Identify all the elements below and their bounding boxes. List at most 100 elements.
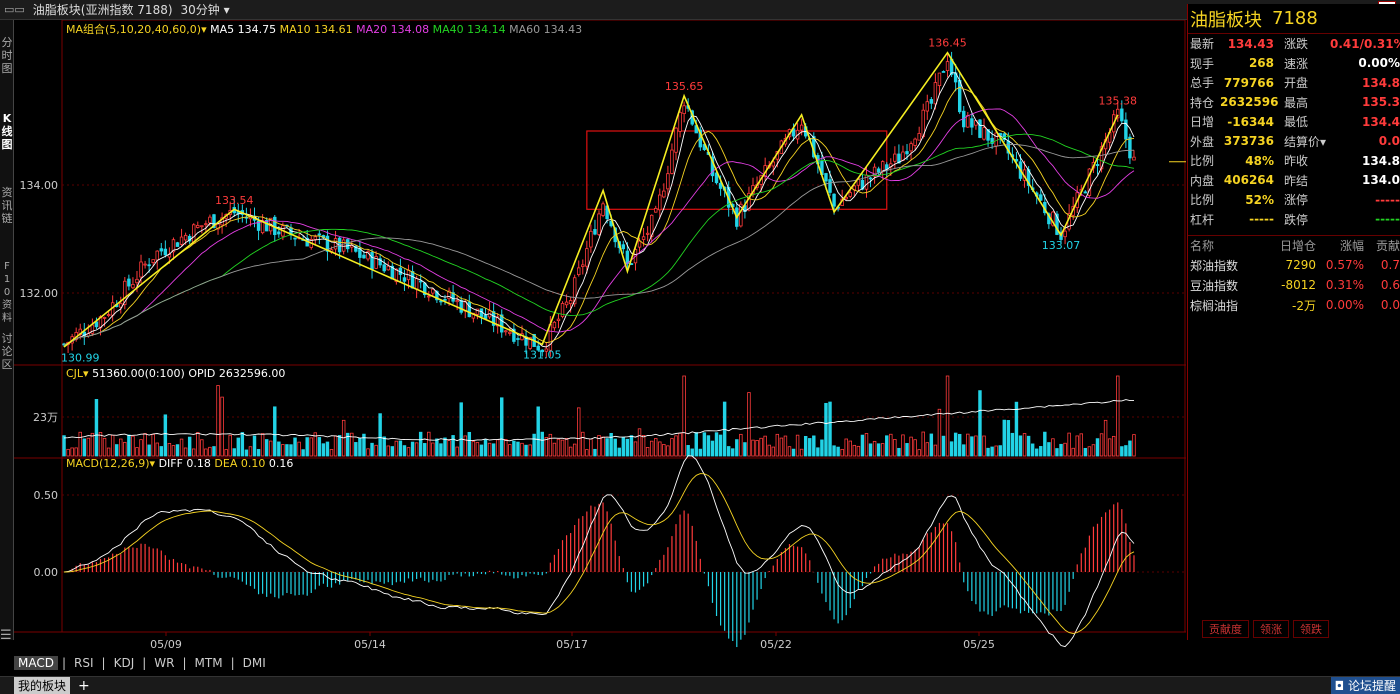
tab-dmi[interactable]: DMI [242, 656, 266, 670]
period-selector[interactable]: 30分钟 ▾ [180, 3, 230, 17]
volume-bar [402, 445, 407, 457]
candle-body [925, 101, 929, 112]
volume-bar [880, 443, 885, 457]
candle-body [256, 220, 261, 231]
quote-label[interactable]: 结算价▾ [1284, 134, 1327, 149]
volume-bar [418, 431, 423, 457]
volume-bar [552, 442, 557, 457]
tab-rsi[interactable]: RSI [74, 656, 94, 670]
volume-bar [872, 440, 877, 457]
volume-bar [605, 438, 609, 457]
index-row[interactable]: 郑油指数 7290 0.57% 0.7 [1188, 255, 1400, 275]
candle-body [848, 192, 852, 197]
window-icon[interactable]: ▭▭ [4, 3, 25, 16]
volume-bar [998, 445, 1002, 457]
volume-bar [524, 444, 528, 457]
dea-value: DEA 0.10 [214, 457, 268, 470]
volume-bar [98, 432, 103, 457]
candle-body [556, 318, 561, 322]
volume-bar [70, 447, 74, 457]
quote-label: 比例 [1190, 193, 1215, 208]
add-tab-button[interactable]: + [78, 677, 90, 694]
volume-bar [208, 446, 212, 457]
forum-reminder-button[interactable]: ◘ 论坛提醒 [1330, 677, 1400, 694]
my-sector-tab[interactable]: 我的板块 [14, 677, 71, 694]
candle-body [933, 82, 938, 105]
volume-bar [333, 435, 338, 457]
quote-row: 最新 134.43 涨跌 0.41/0.31% [1188, 34, 1400, 54]
quote-label: 涨跌 [1284, 37, 1309, 52]
candle-body [654, 207, 658, 213]
tab-mtm[interactable]: MTM [194, 656, 223, 670]
volume-bar [799, 448, 804, 457]
volume-bar [893, 439, 897, 457]
tab-forum[interactable]: 讨论区 [1, 332, 13, 371]
candle-body [378, 258, 382, 266]
candle-body [982, 127, 986, 140]
menu-icon[interactable]: ☰ [0, 628, 12, 643]
quote-row: 外盘 373736 结算价▾ 0.0 [1188, 132, 1400, 152]
volume-bar [471, 441, 476, 457]
volume-bar [803, 435, 808, 457]
candle-body [427, 295, 431, 298]
volume-bar [232, 448, 236, 457]
quote-value: 268 [1248, 56, 1274, 71]
tab-news[interactable]: 资讯链 [1, 186, 13, 225]
volume-bar [500, 397, 504, 457]
tab-timeshare[interactable]: 分时图 [1, 36, 13, 75]
volume-bar [889, 433, 893, 457]
volume-bar [260, 433, 265, 457]
quote-label: 最低 [1284, 115, 1309, 130]
quote-table: 最新 134.43 涨跌 0.41/0.31% 现手 268 速涨 0.00% 总手 779766… [1188, 34, 1400, 229]
volume-bar [941, 435, 946, 457]
volume-bar [293, 437, 297, 457]
candle-body [957, 79, 962, 113]
volume-bar [649, 440, 654, 457]
candle-body [313, 236, 318, 240]
volume-bar [678, 432, 682, 457]
candle-body [970, 118, 974, 128]
tab-contribution[interactable]: 贡献度 [1202, 620, 1249, 638]
quote-value: 373736 [1223, 134, 1274, 149]
index-name: 豆油指数 [1190, 278, 1239, 293]
tab-wr[interactable]: WR [154, 656, 175, 670]
volume-bar [151, 434, 155, 457]
tab-leading-down[interactable]: 领跌 [1293, 620, 1329, 638]
volume-bar [463, 435, 467, 457]
index-row[interactable]: 棕榈油指 -2万 0.00% 0.0 [1188, 295, 1400, 315]
candle-body [986, 129, 990, 141]
quote-label: 外盘 [1190, 134, 1215, 149]
volume-bar [860, 434, 865, 457]
volume-bar [1091, 444, 1096, 457]
candle-body [495, 316, 500, 327]
volume-bar [921, 431, 925, 457]
volume-bar [933, 444, 938, 457]
volume-bar [427, 431, 431, 457]
tab-leading-up[interactable]: 领涨 [1253, 620, 1289, 638]
volume-bar [325, 441, 330, 457]
candle-body [131, 284, 135, 289]
volume-bar [1083, 447, 1088, 457]
quote-value: -16344 [1227, 114, 1274, 129]
kline-chart[interactable]: 134.00 132.00 23万 0.50 0.00 05/09 05/14 05/17 05… [14, 20, 1186, 656]
tab-kdj[interactable]: KDJ [113, 656, 135, 670]
candle-body [127, 278, 131, 287]
candle-body [714, 172, 719, 184]
candle-body [439, 300, 443, 303]
tab-macd[interactable]: MACD [14, 656, 58, 670]
candle-body [451, 292, 455, 302]
volume-bar [467, 431, 472, 457]
volume-bar [431, 442, 435, 457]
candle-body [868, 177, 873, 180]
candle-body [913, 138, 917, 146]
volume-bar [346, 432, 350, 457]
candle-body [179, 236, 184, 245]
candle-body [414, 278, 419, 290]
index-row[interactable]: 豆油指数 -8012 0.31% 0.6 [1188, 275, 1400, 295]
candle-body [678, 111, 682, 132]
volume-value: 51360.00(0:100) [92, 367, 188, 380]
candle-body [885, 164, 889, 170]
volume-bar [147, 444, 151, 457]
